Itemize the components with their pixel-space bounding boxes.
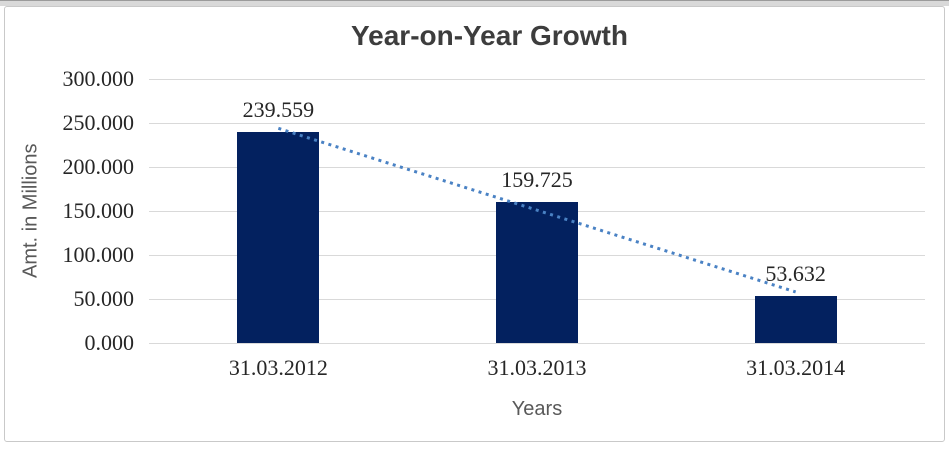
chart-title: Year-on-Year Growth bbox=[351, 20, 628, 51]
y-tick-label: 300.000 bbox=[62, 66, 135, 91]
x-category-label: 31.03.2013 bbox=[487, 355, 587, 380]
bar-value-label: 159.725 bbox=[501, 167, 573, 193]
gridline bbox=[149, 122, 925, 124]
bar bbox=[237, 132, 320, 343]
bar-value-label: 239.559 bbox=[242, 97, 315, 123]
x-category-label: 31.03.2012 bbox=[228, 355, 328, 380]
bar bbox=[754, 295, 837, 343]
gridline bbox=[149, 78, 925, 80]
y-tick-label: 150.000 bbox=[62, 198, 135, 223]
bar bbox=[496, 202, 578, 343]
y-tick-label: 250.000 bbox=[62, 110, 135, 135]
x-category-label: 31.03.2014 bbox=[746, 355, 846, 380]
x-axis-title: Years bbox=[511, 398, 563, 420]
y-tick-label: 50.000 bbox=[73, 286, 135, 311]
y-tick-label: 200.000 bbox=[62, 154, 135, 179]
y-tick-label: 0.000 bbox=[84, 330, 135, 355]
top-band bbox=[0, 0, 949, 6]
gridline bbox=[149, 342, 925, 344]
bar-value-label: 53.632 bbox=[765, 260, 826, 286]
y-tick-label: 100.000 bbox=[62, 242, 135, 267]
